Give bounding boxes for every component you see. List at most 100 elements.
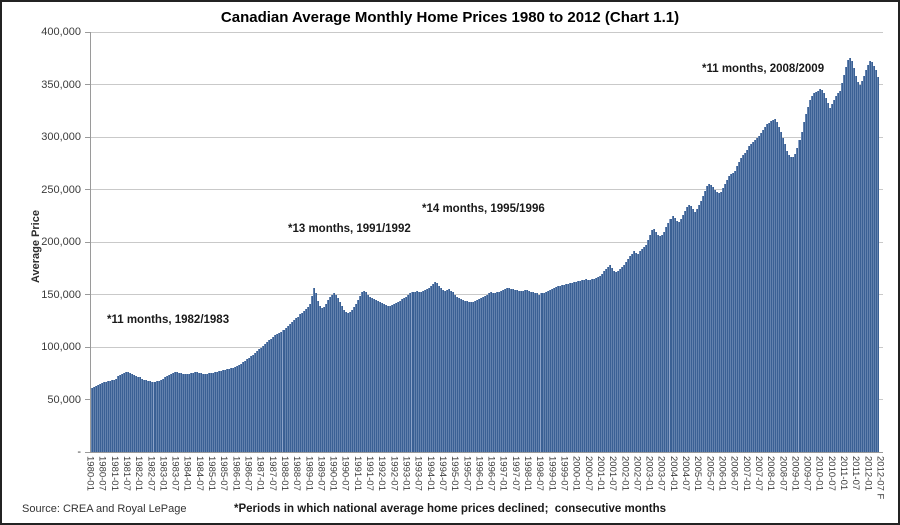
bar bbox=[228, 369, 231, 452]
bar bbox=[703, 190, 706, 452]
bar bbox=[340, 306, 343, 452]
bar bbox=[484, 295, 487, 452]
bar bbox=[173, 372, 176, 452]
bar bbox=[725, 180, 728, 452]
y-tick-label: 100,000 bbox=[41, 341, 81, 353]
bar bbox=[663, 231, 666, 452]
bar bbox=[215, 372, 218, 452]
bar bbox=[266, 341, 269, 452]
x-tick-label: 1996-01 bbox=[473, 456, 485, 491]
y-axis-tick bbox=[85, 346, 90, 348]
bar bbox=[776, 122, 779, 452]
bar bbox=[869, 61, 872, 452]
bar bbox=[613, 271, 616, 452]
bar bbox=[97, 384, 100, 452]
bar bbox=[731, 172, 734, 452]
bar bbox=[119, 375, 122, 452]
bar bbox=[169, 374, 172, 452]
bar bbox=[832, 100, 835, 452]
bar bbox=[768, 123, 771, 452]
x-tick-label: 1991-07 bbox=[364, 456, 376, 491]
footnote: *Periods in which national average home … bbox=[233, 503, 666, 515]
bar bbox=[393, 303, 396, 452]
bar bbox=[534, 293, 537, 452]
decline-period-annotation: *13 months, 1991/1992 bbox=[288, 223, 411, 235]
bar bbox=[419, 292, 422, 452]
x-tick-label: 1998-07 bbox=[534, 456, 546, 491]
bar bbox=[615, 272, 618, 452]
bar bbox=[423, 290, 426, 452]
bar bbox=[443, 291, 446, 452]
bar bbox=[782, 138, 785, 452]
bar bbox=[248, 357, 251, 452]
bar bbox=[657, 234, 660, 452]
bar bbox=[435, 282, 438, 452]
bar bbox=[165, 376, 168, 452]
bar bbox=[709, 185, 712, 452]
bar bbox=[598, 275, 601, 452]
bar bbox=[177, 373, 180, 452]
x-tick-label: 1986-07 bbox=[242, 456, 254, 491]
x-tick-label: 2009-01 bbox=[789, 456, 801, 491]
bar bbox=[667, 223, 670, 452]
bar bbox=[455, 296, 458, 452]
bar bbox=[433, 281, 436, 452]
decline-period-annotation: *11 months, 1982/1983 bbox=[107, 314, 230, 326]
bar bbox=[812, 92, 815, 452]
x-tick-label: 1983-07 bbox=[169, 456, 181, 491]
bar bbox=[330, 294, 333, 452]
bar bbox=[659, 235, 662, 452]
bar bbox=[260, 348, 263, 452]
bar bbox=[689, 206, 692, 452]
bar bbox=[770, 121, 773, 452]
bar bbox=[675, 221, 678, 452]
x-tick-label: 2004-07 bbox=[680, 456, 692, 491]
bar bbox=[411, 292, 414, 452]
bar bbox=[671, 215, 674, 452]
bar bbox=[820, 89, 823, 452]
x-tick-label: 1989-01 bbox=[303, 456, 315, 491]
bar bbox=[363, 291, 366, 452]
bar bbox=[103, 381, 106, 452]
x-tick-label: 2006-01 bbox=[716, 456, 728, 491]
y-tick-label: 200,000 bbox=[41, 236, 81, 248]
bar bbox=[639, 251, 642, 452]
x-tick-label: 1998-01 bbox=[522, 456, 534, 491]
bar bbox=[520, 291, 523, 452]
bar bbox=[677, 222, 680, 452]
bar bbox=[800, 131, 803, 452]
bar bbox=[161, 378, 164, 452]
bar bbox=[784, 144, 787, 452]
bar bbox=[609, 265, 612, 452]
bar-series bbox=[91, 32, 883, 452]
bar bbox=[621, 267, 624, 452]
bar bbox=[328, 296, 331, 452]
bar bbox=[344, 312, 347, 452]
bar bbox=[669, 218, 672, 452]
bar bbox=[95, 385, 98, 452]
bar bbox=[385, 305, 388, 452]
x-tick-label: 1999-01 bbox=[546, 456, 558, 491]
bar bbox=[149, 380, 152, 452]
bar bbox=[655, 231, 658, 452]
bar bbox=[802, 122, 805, 452]
bar bbox=[697, 205, 700, 452]
bar bbox=[742, 154, 745, 452]
bar bbox=[353, 307, 356, 452]
bar bbox=[500, 291, 503, 452]
bar bbox=[224, 370, 227, 452]
bar bbox=[294, 317, 297, 452]
bar bbox=[719, 191, 722, 452]
bar bbox=[121, 374, 124, 452]
bar bbox=[715, 191, 718, 452]
x-tick-label: 1995-01 bbox=[449, 456, 461, 491]
x-tick-label: 2008-01 bbox=[765, 456, 777, 491]
bar bbox=[326, 299, 329, 452]
bar bbox=[377, 300, 380, 452]
x-tick-label: 1986-01 bbox=[230, 456, 242, 491]
x-tick-label: 1987-01 bbox=[254, 456, 266, 491]
bar bbox=[683, 210, 686, 452]
bar bbox=[536, 293, 539, 452]
bar bbox=[623, 265, 626, 452]
bar bbox=[391, 305, 394, 452]
